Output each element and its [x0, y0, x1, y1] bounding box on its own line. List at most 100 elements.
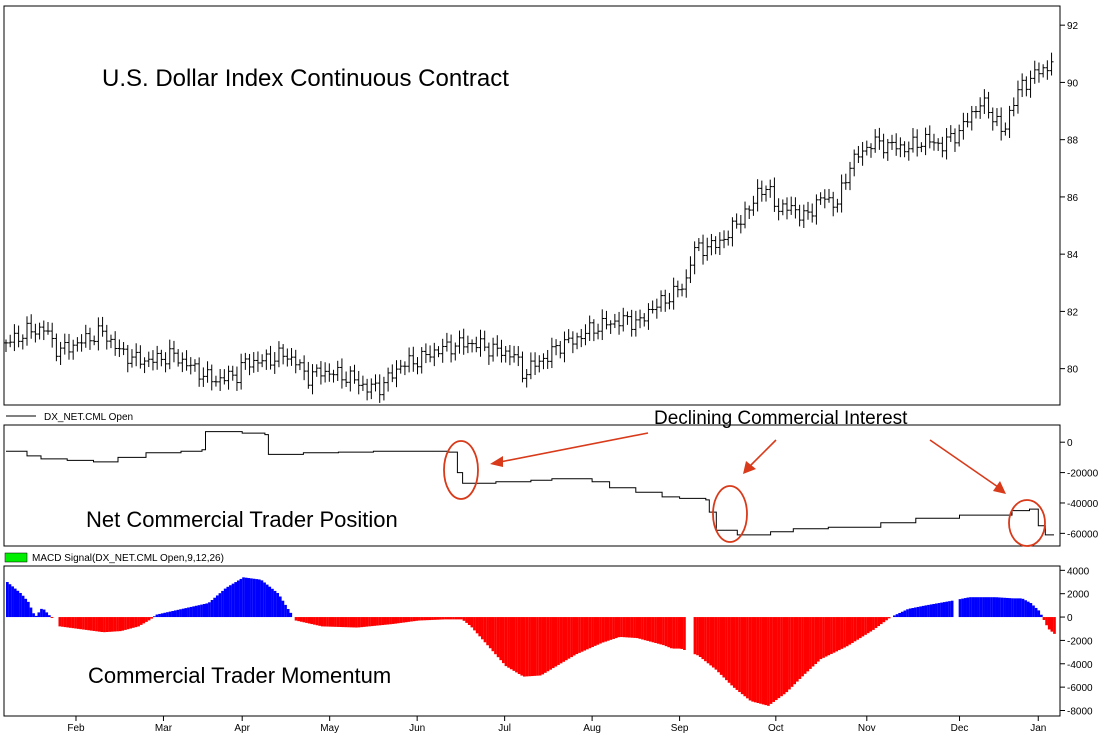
macd-bar [940, 602, 943, 618]
macd-bar [1029, 603, 1033, 618]
macd-bar [879, 617, 883, 625]
macd-bar [869, 617, 873, 632]
macd-bar [441, 617, 445, 620]
macd-bar [163, 612, 167, 618]
month-tick-label: May [320, 723, 339, 734]
macd-bar [795, 617, 799, 682]
macd-bar [853, 617, 857, 642]
macd-bar [1042, 617, 1046, 620]
macd-bar [974, 597, 978, 618]
macd-bar [714, 617, 718, 670]
macd-bar [585, 617, 589, 650]
macd-bar [87, 617, 91, 631]
macd-bar [929, 604, 933, 618]
macd-bar [580, 617, 584, 652]
macd-bar [709, 617, 713, 666]
macd-bar [984, 597, 988, 618]
macd-bar [832, 617, 836, 653]
macd-bar [299, 617, 303, 622]
macd-bar [861, 617, 865, 637]
macd-bar [173, 610, 177, 618]
macd-bar [95, 617, 98, 632]
macd-bar [184, 608, 188, 618]
macd-bar [664, 617, 668, 647]
macd-bar [824, 617, 828, 657]
macd-bar [47, 615, 51, 618]
price-axis-tick-label: 88 [1067, 136, 1079, 147]
macd-bar [895, 614, 899, 618]
macd-bar [1026, 601, 1030, 618]
macd-bar [139, 617, 143, 625]
macd-bar [971, 597, 975, 618]
macd-bar [777, 617, 781, 699]
price-axis-tick-label: 80 [1067, 365, 1079, 376]
macd-bar [885, 617, 888, 621]
macd-bar [352, 617, 356, 628]
macd-bar [979, 597, 983, 618]
macd-bar [197, 605, 201, 618]
macd-bar [751, 617, 755, 702]
macd-bar [116, 617, 119, 632]
macd-axis: 4000 2000 0 -2000 -4000 -6000 -8000 [1060, 566, 1093, 717]
macd-bar [234, 582, 238, 618]
macd-bar [641, 617, 644, 640]
macd-bar [958, 599, 962, 618]
macd-bar [916, 606, 920, 618]
drop-highlight-circle-2 [712, 485, 748, 543]
macd-axis-tick-label: 4000 [1067, 566, 1090, 577]
macd-bar [533, 617, 537, 676]
macd-bar [816, 617, 820, 662]
macd-bar [987, 597, 991, 618]
macd-bar [872, 617, 875, 630]
price-marks [4, 52, 1054, 403]
macd-axis-tick-label: 2000 [1067, 590, 1090, 601]
macd-bar [268, 586, 272, 618]
macd-axis-tick-label: -2000 [1067, 636, 1093, 647]
macd-bar [231, 583, 235, 618]
macd-bar [454, 617, 458, 620]
macd-bar [921, 605, 925, 618]
macd-bar [45, 612, 49, 618]
macd-bar [900, 611, 904, 618]
macd-bar [982, 597, 985, 618]
annotation-arrowhead-3 [993, 481, 1006, 494]
macd-bar [1050, 617, 1054, 632]
macd-bar [289, 612, 293, 618]
macd-bar [410, 617, 413, 622]
net-axis-tick-label: -60000 [1067, 529, 1099, 540]
macd-bar [969, 597, 972, 618]
macd-bar [677, 617, 681, 649]
macd-bar [827, 617, 831, 656]
macd-bar [950, 600, 954, 618]
macd-bar [746, 617, 749, 699]
macd-bar [494, 617, 497, 655]
macd-bar [851, 617, 854, 643]
macd-bar [242, 577, 245, 618]
macd-bar [415, 617, 419, 621]
macd-bar [26, 601, 30, 618]
month-tick-label: Mar [155, 723, 173, 734]
macd-bar [774, 617, 778, 701]
macd-bar [937, 603, 941, 618]
macd-bar [551, 617, 555, 669]
macd-bar [764, 617, 768, 706]
month-tick-label: Jul [498, 723, 511, 734]
macd-bar [509, 617, 513, 670]
macd-bar [19, 592, 22, 618]
macd-bar [467, 617, 471, 625]
macd-bar [365, 617, 369, 627]
macd-bar [8, 584, 12, 618]
macd-bar [273, 590, 277, 618]
macd-bar [271, 588, 274, 618]
macd-bar [305, 617, 308, 623]
macd-bar [250, 578, 253, 618]
macd-bar [507, 617, 510, 668]
macd-bar [315, 617, 319, 626]
macd-bar [575, 617, 579, 655]
macd-bar [887, 617, 891, 619]
macd-bar [302, 617, 306, 623]
macd-bar [179, 609, 182, 618]
macd-bar [743, 617, 747, 697]
